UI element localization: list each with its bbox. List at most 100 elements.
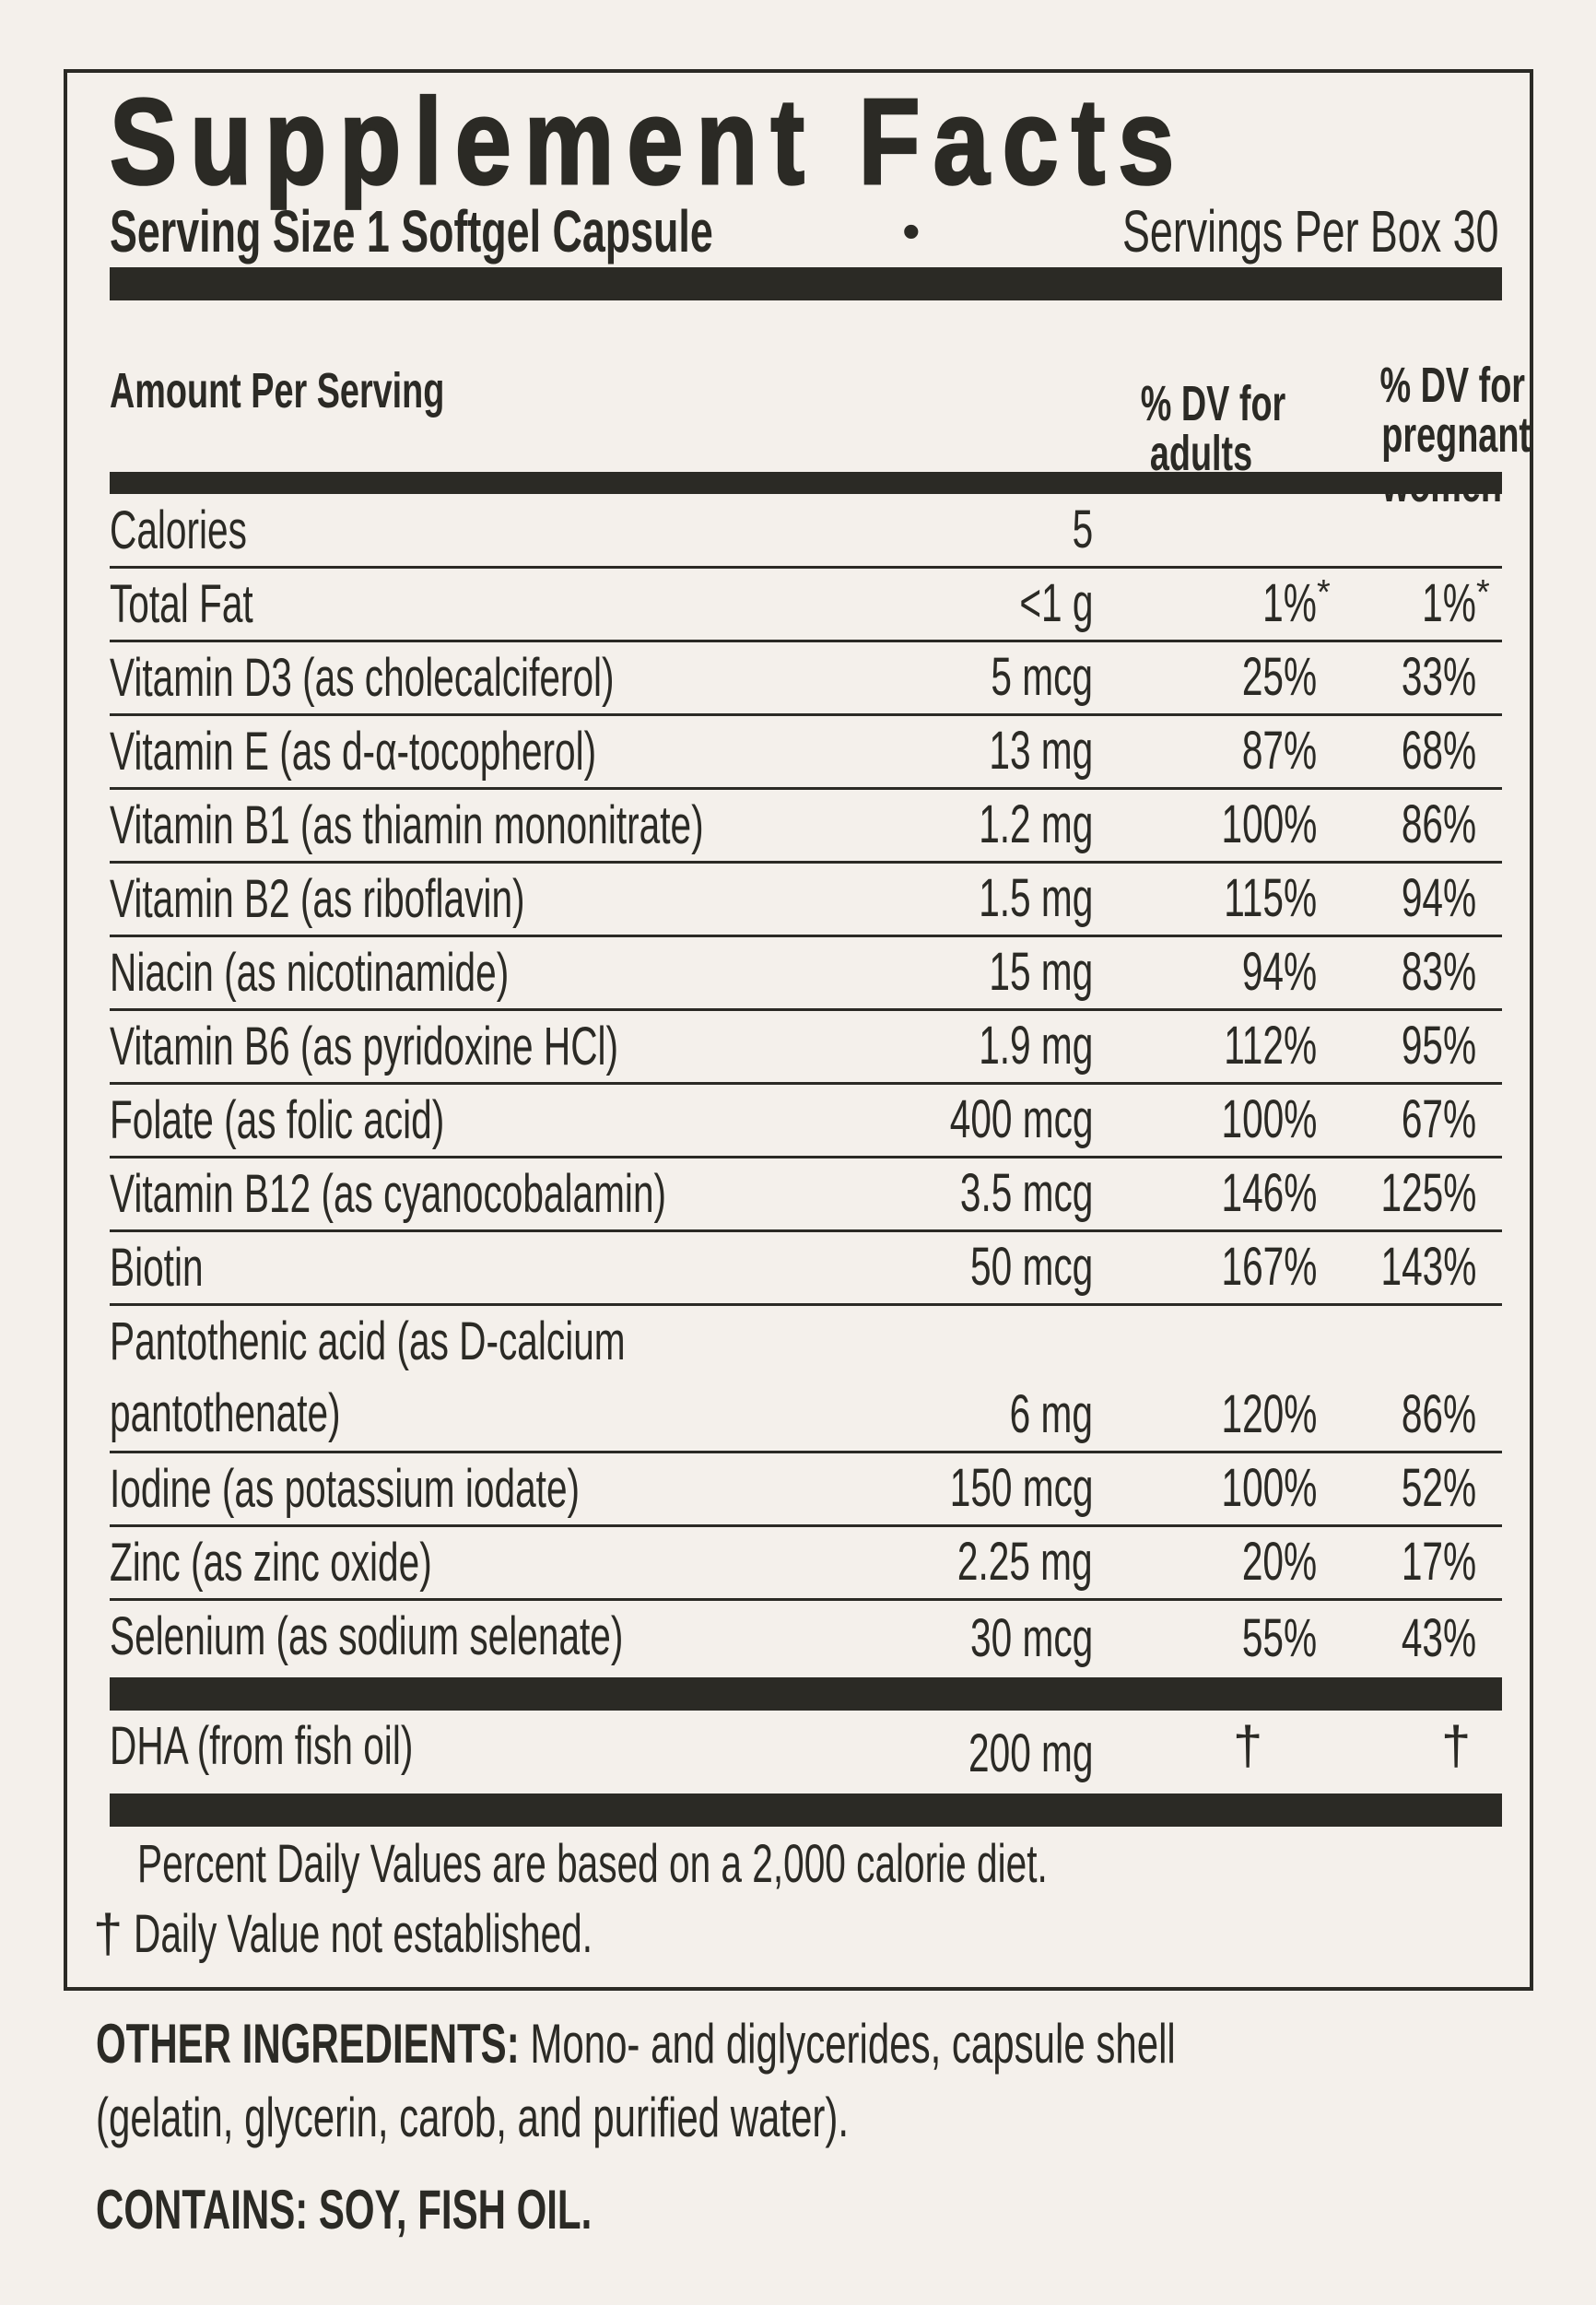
dha-row: DHA (from fish oil) 200 mg † † [110, 1711, 1502, 1793]
asterisk-mark: * [1317, 573, 1331, 612]
asterisk-mark: * [1476, 573, 1490, 612]
other-ingredients-line: OTHER INGREDIENTS: Mono- and diglyceride… [96, 2009, 1176, 2079]
contains-allergens: CONTAINS: SOY, FISH OIL. [96, 2175, 804, 2245]
nutrient-name-text: Biotin [110, 1238, 204, 1298]
nutrient-amount: 30 mcg [969, 1608, 1093, 1668]
dv-pregnant-value: 1% * [1399, 568, 1489, 640]
dv-pregnant-text: 33% [1401, 647, 1476, 707]
panel-title: Supplement Facts [109, 74, 1408, 209]
thick-divider [110, 1793, 1502, 1827]
amount-per-serving-heading: Amount Per Serving [110, 366, 588, 416]
dv-pregnant-value: 86% [1369, 1379, 1476, 1451]
nutrient-table: Calories 5 Total Fat <1 g 1% * 1% * Vitamin D3 (… [110, 495, 1502, 1675]
dv-pregnant-value: 33% [1369, 641, 1476, 713]
dagger-symbol: † [93, 1904, 123, 1964]
nutrient-name: Vitamin E (as d-α-tocopherol) [110, 716, 805, 788]
nutrient-row: Total Fat <1 g 1% * 1% * [110, 569, 1502, 642]
nutrient-name-text: Vitamin D3 (as cholecalciferol) [110, 648, 615, 708]
dv-adults-value: 25% [1210, 641, 1317, 713]
nutrient-name: Vitamin D3 (as cholecalciferol) [110, 642, 830, 714]
dv-pregnant-text: 86% [1401, 794, 1476, 854]
nutrient-amount: 1.5 mg [978, 868, 1093, 928]
nutrient-name-line: Total Fat [110, 569, 314, 641]
nutrient-row: Folate (as folic acid) 400 mcg 100% 67% [110, 1085, 1502, 1158]
dv-pregnant-text: 95% [1401, 1016, 1476, 1076]
dv-adults-text: 87% [1241, 721, 1317, 781]
dv-pregnant-value: 143% [1340, 1231, 1476, 1303]
dv-adults-text: 25% [1241, 647, 1317, 707]
nutrient-name: Iodine (as potassium iodate) [110, 1453, 781, 1525]
nutrient-amount: 1.9 mg [978, 1016, 1093, 1076]
nutrient-amount: 3.5 mcg [959, 1163, 1093, 1223]
nutrient-name-line: Vitamin D3 (as cholecalciferol) [110, 642, 830, 714]
dv-adults-text: 100% [1221, 1458, 1317, 1518]
dv-adults-value: 100% [1180, 1084, 1317, 1156]
serving-size-text: Serving Size 1 Softgel Capsule [110, 198, 713, 265]
thick-divider [110, 1677, 1502, 1711]
nutrient-name-line: Calories [110, 495, 306, 567]
other-ingredients-text: Mono- and diglycerides, capsule shell [530, 2013, 1176, 2075]
nutrient-name: Vitamin B2 (as riboflavin) [110, 864, 703, 935]
nutrient-name-text: pantothenate) [110, 1383, 341, 1443]
dv-pregnant-dagger: † [1441, 1716, 1472, 1776]
nutrient-name-text: Pantothenic acid (as D-calcium [110, 1311, 626, 1371]
nutrient-amount: 5 mcg [991, 647, 1093, 707]
dv-pregnant-value: 86% [1369, 789, 1476, 861]
nutrient-row: Biotin 50 mcg 167% 143% [110, 1232, 1502, 1306]
nutrient-name: Folate (as folic acid) [110, 1085, 588, 1157]
nutrient-name: Selenium (as sodium selenate) [110, 1601, 843, 1673]
nutrient-name-line: Iodine (as potassium iodate) [110, 1453, 781, 1525]
nutrient-amount: 1.2 mg [978, 794, 1093, 854]
dv-pregnant-text: 83% [1401, 942, 1476, 1002]
nutrient-amount: 2.25 mg [957, 1532, 1093, 1592]
nutrient-name-text: Iodine (as potassium iodate) [110, 1459, 581, 1519]
nutrient-name-text: Vitamin E (as d-α-tocopherol) [110, 722, 597, 782]
dv-pregnant-text: 86% [1401, 1384, 1476, 1444]
dv-pregnant-value: 52% [1369, 1452, 1476, 1524]
nutrient-name-line: Biotin [110, 1232, 243, 1304]
dv-pregnant-value: 67% [1369, 1084, 1476, 1156]
dv-adults-text: 100% [1221, 794, 1317, 854]
nutrient-name-line: pantothenate) [110, 1378, 846, 1450]
servings-per-box: Servings Per Box 30 [961, 202, 1498, 261]
dv-adults-text: 55% [1241, 1608, 1317, 1668]
nutrient-name-text: Vitamin B2 (as riboflavin) [110, 869, 525, 929]
nutrient-name: Calories [110, 495, 306, 567]
nutrient-name: Vitamin B12 (as cyanocobalamin) [110, 1158, 905, 1230]
bullet-text: • [902, 202, 921, 260]
nutrient-name-line: Vitamin E (as d-α-tocopherol) [110, 716, 805, 788]
dv-pregnant-value: 94% [1369, 863, 1476, 935]
dv-pregnant-text: 17% [1401, 1532, 1476, 1592]
dv-adults-text: 20% [1241, 1532, 1317, 1592]
separator-bullet: • [902, 202, 921, 261]
nutrient-amount: 50 mcg [969, 1237, 1093, 1297]
nutrient-amount: 13 mg [989, 721, 1093, 781]
dv-pregnant-text: 43% [1401, 1608, 1476, 1668]
dv-adults-text: 115% [1224, 868, 1317, 928]
dv-pregnant-value: 125% [1340, 1158, 1476, 1229]
dv-pregnant-text: 52% [1401, 1458, 1476, 1518]
nutrient-amount: 200 mg [968, 1723, 1093, 1783]
nutrient-name: Zinc (as zinc oxide) [110, 1527, 570, 1599]
dv-pregnant-line: % DV for [1379, 358, 1526, 413]
nutrient-name-line: Folate (as folic acid) [110, 1085, 588, 1157]
nutrient-name-text: Folate (as folic acid) [110, 1090, 445, 1150]
nutrient-row: Iodine (as potassium iodate) 150 mcg 100% 5… [110, 1453, 1502, 1527]
other-ingredients: OTHER INGREDIENTS: Mono- and diglyceride… [96, 2009, 1596, 2079]
nutrient-name-line: Pantothenic acid (as D-calcium [110, 1306, 846, 1378]
nutrient-name: Biotin [110, 1232, 243, 1304]
dv-adults-text: 1% [1262, 573, 1317, 633]
footnote-percent-text: Percent Daily Values are based on a 2,00… [137, 1834, 1048, 1894]
dv-pregnant-line: pregnant [1381, 407, 1531, 463]
dv-adults-value: 55% [1210, 1603, 1317, 1675]
nutrient-name-line: Niacin (as nicotinamide) [110, 937, 680, 1009]
other-ingredients-text: (gelatin, glycerin, carob, and purified … [96, 2087, 850, 2148]
dv-adults-value: 100% [1180, 789, 1317, 861]
nutrient-name-line: Zinc (as zinc oxide) [110, 1527, 570, 1599]
nutrient-name-line: Vitamin B12 (as cyanocobalamin) [110, 1158, 905, 1230]
dv-adults-heading: % DV for adults [1109, 379, 1294, 478]
servings-per-box-text: Servings Per Box 30 [1121, 198, 1498, 265]
nutrient-row: Vitamin B1 (as thiamin mononitrate) 1.2 m… [110, 790, 1502, 864]
contains-text: SOY, FISH OIL. [318, 2179, 593, 2240]
title-text: Supplement Facts [109, 74, 1188, 209]
